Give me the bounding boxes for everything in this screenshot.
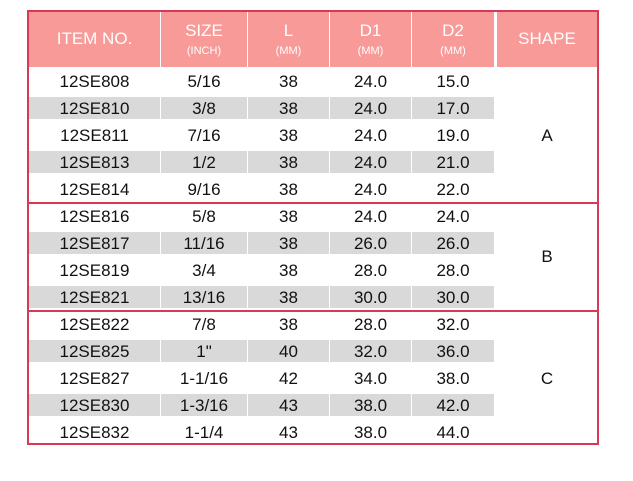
cell-size: 1/2 — [161, 151, 247, 173]
shape-label: B — [541, 247, 553, 266]
cell-size: 11/16 — [161, 232, 247, 254]
cell-d2: 21.0 — [412, 151, 494, 173]
cell-size: 9/16 — [187, 180, 221, 199]
header-unit: (MM) — [440, 44, 466, 57]
header-unit: (INCH) — [186, 44, 222, 57]
cell-d1: 24.0 — [330, 151, 411, 173]
cell-size: 5/16 — [187, 72, 221, 91]
cell-d2: 42.0 — [412, 394, 494, 416]
cell-item-no: 12SE832 — [59, 423, 130, 442]
header-label: SIZE — [185, 21, 223, 41]
group-divider — [29, 310, 597, 312]
cell-d1: 28.0 — [353, 315, 388, 334]
cell-d2: 38.0 — [436, 369, 470, 388]
cell-size: 1-1/16 — [179, 369, 229, 388]
cell-l: 38 — [279, 126, 298, 145]
cell-item-no: 12SE825 — [29, 340, 160, 362]
cell-d2: 19.0 — [436, 126, 470, 145]
cell-item-no: 12SE811 — [60, 126, 129, 145]
cell-size: 13/16 — [161, 286, 247, 308]
shape-label: C — [540, 369, 554, 388]
cell-item-no: 12SE830 — [29, 394, 160, 416]
cell-item-no: 12SE810 — [29, 97, 160, 119]
cell-d2: 15.0 — [436, 72, 470, 91]
cell-d2: 44.0 — [436, 423, 470, 442]
header-l: L (MM) — [248, 12, 329, 67]
cell-d1: 28.0 — [353, 261, 388, 280]
cell-d1: 24.0 — [353, 180, 388, 199]
cell-size: 1" — [161, 340, 247, 362]
cell-l: 42 — [279, 369, 298, 388]
cell-l: 38 — [279, 261, 298, 280]
cell-d1: 30.0 — [330, 286, 411, 308]
cell-d1: 24.0 — [353, 72, 388, 91]
cell-size: 1-3/16 — [161, 394, 247, 416]
cell-item-no: 12SE816 — [59, 207, 130, 226]
cell-l: 38 — [279, 180, 298, 199]
cell-l: 38 — [279, 207, 298, 226]
shape-label: A — [541, 126, 553, 145]
cell-item-no: 12SE808 — [59, 72, 130, 91]
cell-size: 7/8 — [192, 315, 216, 334]
cell-item-no: 12SE813 — [29, 151, 160, 173]
cell-d1: 38.0 — [330, 394, 411, 416]
header-label: D1 — [359, 21, 382, 41]
header-item-no: ITEM NO. — [29, 12, 160, 67]
header-label: D2 — [442, 21, 464, 41]
cell-l: 38 — [279, 315, 298, 334]
cell-d2: 17.0 — [412, 97, 494, 119]
cell-d1: 24.0 — [353, 126, 388, 145]
header-unit: (MM) — [275, 44, 302, 57]
cell-item-no: 12SE822 — [59, 315, 130, 334]
cell-size: 1-1/4 — [184, 423, 224, 442]
cell-item-no: 12SE821 — [29, 286, 160, 308]
group-divider — [29, 202, 597, 204]
header-size: SIZE (INCH) — [161, 12, 247, 67]
cell-d2: 24.0 — [436, 207, 470, 226]
header-label: ITEM NO. — [56, 29, 133, 49]
cell-l: 38 — [248, 286, 329, 308]
cell-size: 7/16 — [187, 126, 221, 145]
cell-d1: 38.0 — [353, 423, 388, 442]
cell-d2: 22.0 — [436, 180, 470, 199]
header-label: L — [283, 21, 294, 41]
cell-item-no: 12SE814 — [59, 180, 130, 199]
cell-item-no: 12SE819 — [59, 261, 130, 280]
cell-l: 43 — [248, 394, 329, 416]
cell-l: 38 — [279, 72, 298, 91]
cell-d1: 24.0 — [330, 97, 411, 119]
cell-size: 5/8 — [192, 207, 216, 226]
cell-d1: 24.0 — [353, 207, 388, 226]
header-d1: D1 (MM) — [330, 12, 411, 67]
cell-l: 40 — [248, 340, 329, 362]
cell-item-no: 12SE817 — [29, 232, 160, 254]
cell-d2: 30.0 — [412, 286, 494, 308]
cell-d2: 26.0 — [412, 232, 494, 254]
cell-size: 3/4 — [192, 261, 216, 280]
cell-l: 38 — [248, 232, 329, 254]
cell-l: 38 — [248, 151, 329, 173]
cell-size: 3/8 — [161, 97, 247, 119]
cell-item-no: 12SE827 — [59, 369, 130, 388]
header-unit: (MM) — [357, 44, 384, 57]
header-label: SHAPE — [518, 29, 576, 49]
header-d2: D2 (MM) — [412, 12, 494, 67]
header-shape: SHAPE — [497, 12, 597, 67]
spec-table: ITEM NO. SIZE (INCH) L (MM) D1 (MM) D2 (MM) SHAPE… — [27, 10, 599, 445]
cell-d1: 34.0 — [353, 369, 388, 388]
cell-l: 38 — [248, 97, 329, 119]
cell-d2: 32.0 — [436, 315, 470, 334]
cell-d1: 32.0 — [330, 340, 411, 362]
cell-l: 43 — [279, 423, 298, 442]
cell-d1: 26.0 — [330, 232, 411, 254]
cell-d2: 28.0 — [436, 261, 470, 280]
cell-d2: 36.0 — [412, 340, 494, 362]
